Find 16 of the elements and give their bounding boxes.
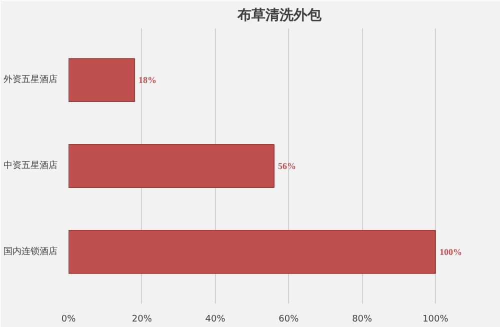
data-label: 56%	[278, 161, 296, 171]
bar	[68, 144, 274, 188]
y-tick-label: 中资五星酒店	[4, 160, 58, 171]
x-tick-label: 60%	[278, 314, 300, 324]
chart-title: 布草清洗外包	[236, 8, 322, 24]
bar	[68, 230, 436, 274]
data-label: 18%	[138, 75, 157, 86]
bar	[68, 58, 136, 102]
x-tick-label: 20%	[132, 314, 152, 324]
y-tick-label: 外资五星酒店	[4, 74, 58, 86]
x-tick-label: 40%	[205, 314, 226, 324]
x-tick-label: 100%	[422, 314, 449, 324]
x-tick-label: 0%	[61, 314, 76, 324]
x-tick-label: 80%	[352, 314, 373, 324]
data-label: 100%	[439, 246, 462, 257]
y-tick-label: 国内连锁酒店	[4, 246, 58, 257]
